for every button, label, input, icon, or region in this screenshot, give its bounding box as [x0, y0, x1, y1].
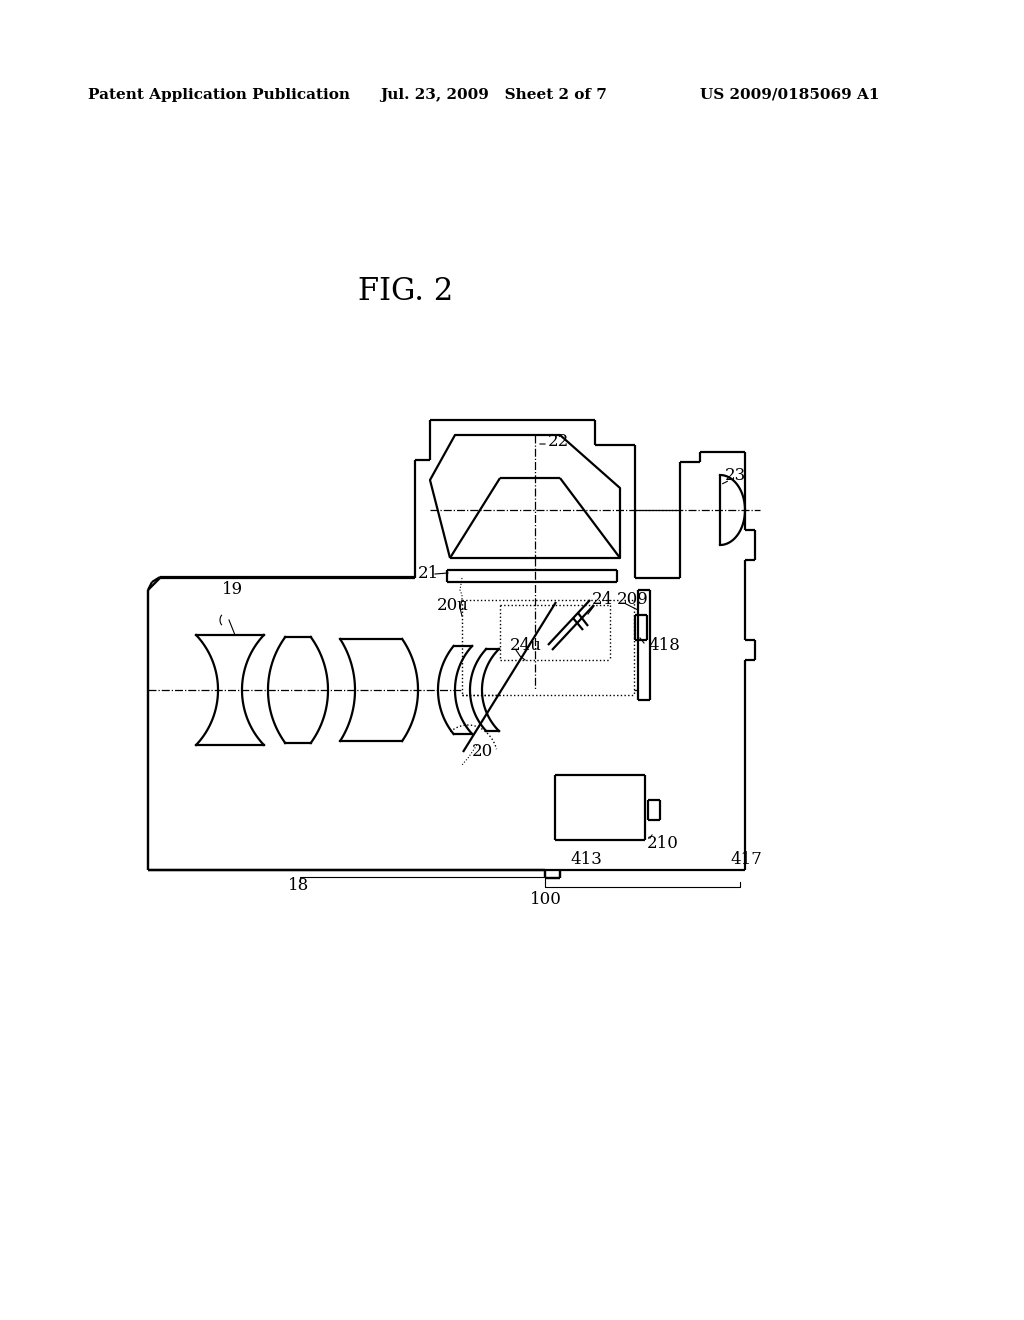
Text: Patent Application Publication: Patent Application Publication	[88, 88, 350, 102]
Text: 209: 209	[617, 591, 649, 609]
Text: 19: 19	[222, 582, 243, 598]
Text: 23: 23	[725, 466, 746, 483]
Text: 24: 24	[592, 591, 613, 609]
Text: FIG. 2: FIG. 2	[358, 276, 454, 308]
Text: 21: 21	[418, 565, 439, 582]
Text: Jul. 23, 2009   Sheet 2 of 7: Jul. 23, 2009 Sheet 2 of 7	[380, 88, 607, 102]
Text: US 2009/0185069 A1: US 2009/0185069 A1	[700, 88, 880, 102]
Text: 20u: 20u	[437, 597, 469, 614]
Text: 18: 18	[288, 876, 309, 894]
Text: 413: 413	[570, 851, 602, 869]
Text: 100: 100	[530, 891, 562, 908]
Text: 20: 20	[472, 743, 494, 760]
Text: 22: 22	[548, 433, 569, 450]
Text: 24u: 24u	[510, 636, 542, 653]
Text: 210: 210	[647, 834, 679, 851]
Text: 418: 418	[648, 636, 680, 653]
Text: 417: 417	[730, 851, 762, 869]
